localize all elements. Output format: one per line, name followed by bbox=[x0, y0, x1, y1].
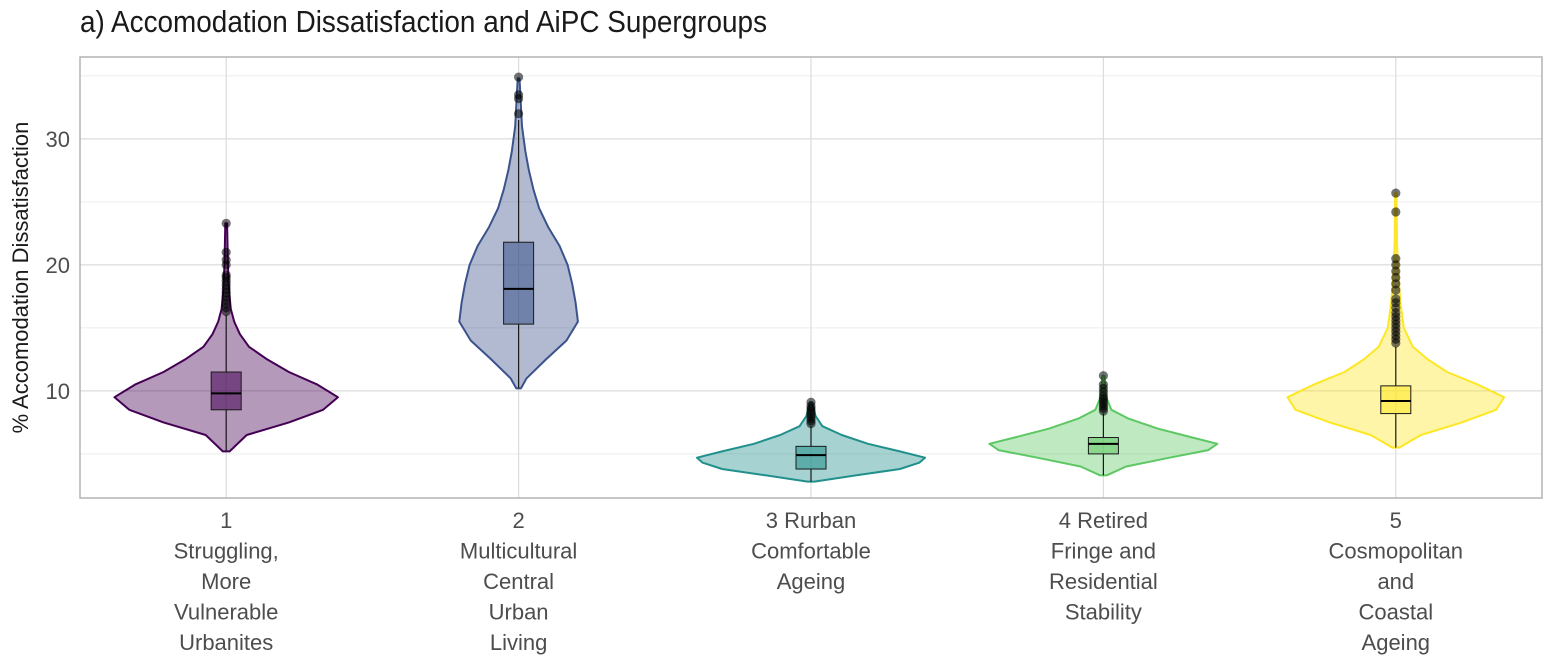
outlier-point bbox=[221, 218, 231, 228]
y-tick-label: 30 bbox=[46, 127, 70, 152]
x-category-label-line: Coastal bbox=[1359, 600, 1434, 625]
x-category-label-line: 4 Retired bbox=[1059, 508, 1148, 533]
x-category-label-line: Struggling, bbox=[174, 539, 279, 564]
outlier-point bbox=[514, 90, 524, 100]
x-category-label-line: Urban bbox=[489, 600, 549, 625]
x-category-label-line: 5 bbox=[1390, 508, 1402, 533]
box bbox=[1087, 437, 1119, 455]
outlier-point bbox=[1391, 207, 1401, 217]
outlier-point bbox=[1391, 266, 1401, 276]
x-category-label-line: Cosmopolitan bbox=[1329, 539, 1464, 564]
violins bbox=[113, 72, 1506, 483]
x-category-label-line: Central bbox=[483, 569, 554, 594]
box bbox=[503, 241, 535, 325]
outlier-point bbox=[806, 397, 816, 407]
outlier-point bbox=[1098, 380, 1108, 390]
x-category-label-line: 3 Rurban bbox=[766, 508, 857, 533]
y-tick-label: 20 bbox=[46, 253, 70, 278]
outlier-point bbox=[1391, 285, 1401, 295]
x-category-labels: 1 Struggling, More Vulnerable Urbanites 2 Mult… bbox=[174, 508, 1463, 655]
violin-group bbox=[113, 218, 339, 453]
violin-group bbox=[1286, 188, 1506, 449]
x-category-label-line: Ageing bbox=[1362, 630, 1431, 655]
y-tick-label: 10 bbox=[46, 379, 70, 404]
x-category-label: 3 Rurban Comfortable Ageing bbox=[751, 508, 871, 594]
x-category-label-line: 2 bbox=[512, 508, 524, 533]
x-category-label-line: More bbox=[201, 569, 251, 594]
violin-group bbox=[696, 397, 926, 483]
outlier-point bbox=[1391, 272, 1401, 283]
outlier-point bbox=[221, 270, 231, 280]
outlier-point bbox=[1391, 254, 1401, 264]
violin-group bbox=[458, 72, 579, 390]
x-category-label: 2 Multicultural Central Urban Living bbox=[460, 508, 577, 655]
x-category-label: 1 Struggling, More Vulnerable Urbanites bbox=[174, 508, 279, 655]
outlier-point bbox=[1391, 260, 1401, 270]
chart-title: a) Accomodation Dissatisfaction and AiPC… bbox=[80, 4, 768, 39]
outlier-point bbox=[221, 247, 231, 257]
x-category-label-line: Ageing bbox=[777, 569, 846, 594]
x-category-label-line: and bbox=[1377, 569, 1414, 594]
box bbox=[795, 445, 827, 470]
x-category-label-line: 1 bbox=[220, 508, 232, 533]
outlier-point bbox=[514, 72, 524, 82]
x-category-label-line: Residential bbox=[1049, 569, 1158, 594]
x-category-label-line: Multicultural bbox=[460, 539, 577, 564]
outlier-point bbox=[1391, 279, 1401, 289]
x-category-label-line: Comfortable bbox=[751, 539, 871, 564]
outlier-point bbox=[1391, 188, 1401, 198]
outlier-point bbox=[514, 109, 524, 119]
x-category-label: 4 Retired Fringe and Residential Stability bbox=[1049, 508, 1158, 625]
x-category-label-line: Urbanites bbox=[179, 630, 273, 655]
box bbox=[1380, 385, 1412, 415]
y-tick-labels: 10 20 30 bbox=[46, 127, 70, 404]
x-category-label-line: Fringe and bbox=[1051, 539, 1156, 564]
outlier-point bbox=[221, 255, 231, 265]
x-category-label: 5 Cosmopolitan and Coastal Ageing bbox=[1329, 508, 1464, 655]
x-category-label-line: Vulnerable bbox=[174, 600, 278, 625]
x-category-label-line: Living bbox=[490, 630, 547, 655]
box bbox=[210, 371, 242, 411]
outlier-point bbox=[1098, 371, 1108, 381]
violin-group bbox=[988, 371, 1219, 477]
y-axis-title: % Accomodation Dissatisfaction bbox=[8, 122, 33, 434]
panel-border bbox=[79, 56, 1543, 499]
outlier-point bbox=[1391, 294, 1401, 304]
x-category-label-line: Stability bbox=[1065, 600, 1142, 625]
